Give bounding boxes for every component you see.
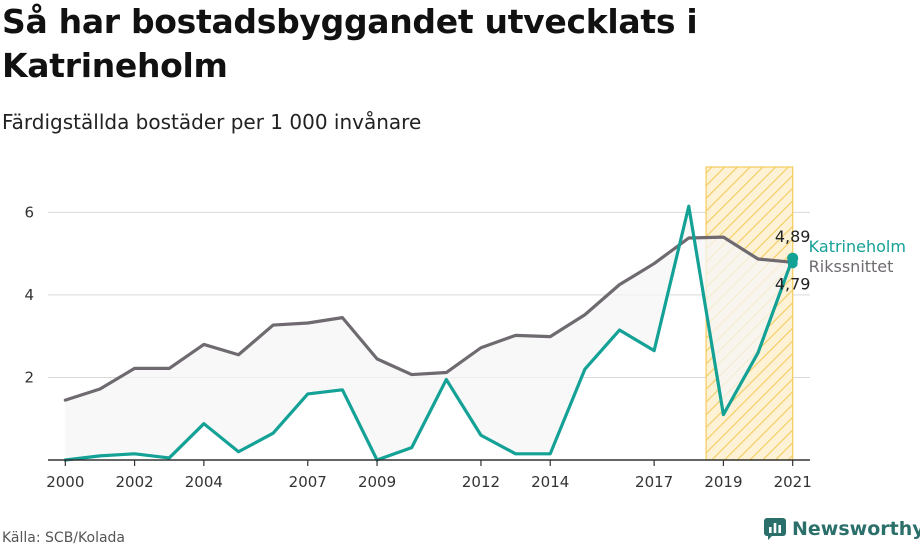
- chart-title: Så har bostadsbyggandet utvecklats i Kat…: [2, 2, 698, 85]
- line-chart: 2 4 6 2000 2002 2004 2007 2009 2012 2014 2017 2019 2…: [24, 166, 906, 491]
- x-tick-label: 2017: [635, 473, 673, 491]
- x-tick-label: 2009: [358, 473, 396, 491]
- x-tick-label: 2019: [704, 473, 742, 491]
- newsworthy-logo-icon: [764, 518, 786, 540]
- x-tick-label: 2004: [185, 473, 223, 491]
- x-tick-label: 2000: [46, 473, 84, 491]
- x-tick-label: 2007: [289, 473, 327, 491]
- source-note: Källa: SCB/Kolada: [2, 530, 126, 546]
- end-value-rikssnittet: 4,79: [775, 274, 811, 293]
- end-marker-rikssnittet: [787, 258, 798, 269]
- series-line-rikssnittet: [63, 235, 795, 402]
- brand-logo: Newsworthy: [764, 518, 920, 540]
- y-tick-label: 6: [24, 203, 34, 221]
- y-tick-label: 4: [24, 286, 34, 304]
- x-tick-label: 2021: [774, 473, 812, 491]
- x-tick-label: 2002: [115, 473, 153, 491]
- series-line-katrineholm: [63, 204, 795, 462]
- chart-subtitle: Färdigställda bostäder per 1 000 invånar…: [2, 110, 422, 134]
- x-tick-label: 2014: [531, 473, 569, 491]
- series-label-katrineholm: Katrineholm: [809, 237, 906, 256]
- x-tick-label: 2012: [462, 473, 500, 491]
- difference-band: [65, 206, 793, 460]
- y-tick-label: 2: [24, 368, 34, 386]
- series-label-rikssnittet: Rikssnittet: [809, 257, 894, 276]
- end-value-katrineholm: 4,89: [775, 227, 811, 246]
- brand-name: Newsworthy: [792, 518, 920, 540]
